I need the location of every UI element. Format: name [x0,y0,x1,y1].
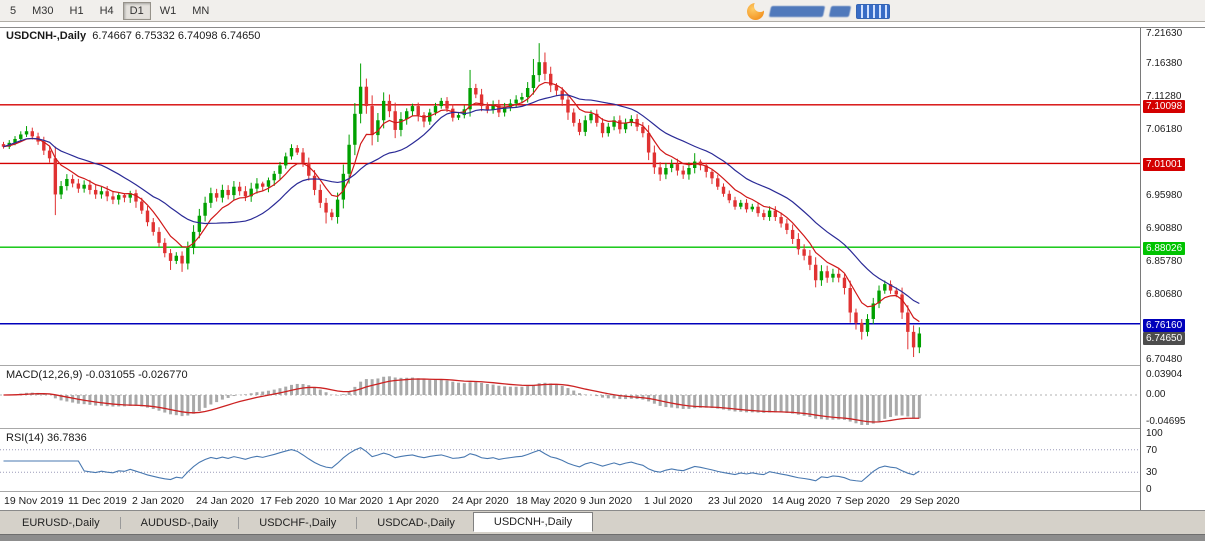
period-button-h4[interactable]: H4 [93,2,121,20]
price-tick-label: 7.21630 [1146,28,1183,39]
date-label: 9 Jun 2020 [580,495,632,507]
period-button-w1[interactable]: W1 [153,2,184,20]
divider-line [0,27,1205,28]
logo-wordmark [768,5,826,17]
divider-line [0,510,1205,511]
date-label: 23 Jul 2020 [708,495,763,507]
date-label: 7 Sep 2020 [836,495,890,507]
logo-swoosh-icon [747,0,766,20]
date-label: 24 Jan 2020 [196,495,254,507]
divider-line [0,491,1205,492]
bid-price-label: 6.74650 [1143,332,1186,346]
ohlc-values: 6.74667 6.75332 6.74098 6.74650 [92,30,261,42]
time-axis[interactable]: 19 Nov 2019 11 Dec 2019 2 Jan 2020 24 Jan 2… [0,492,1140,510]
timeframe-toolbar: 5 M30 H1 H4 D1 W1 MN [0,0,1205,22]
price-tick-label: 7.11280 [1146,91,1182,103]
level-price-label: 6.88026 [1143,242,1186,256]
period-button-5[interactable]: 5 [3,2,23,20]
tab-usdcnh-daily[interactable]: USDCNH-,Daily [472,511,594,532]
rsi-panel: RSI(14) 36.7836 [0,430,1140,491]
price-tick-label: 7.16380 [1146,58,1183,70]
rsi-axis-label: 30 [1146,467,1158,479]
date-label: 24 Apr 2020 [452,495,509,507]
divider-line [0,365,1205,366]
price-tick-label: 6.85780 [1146,255,1183,267]
macd-axis-label: -0.04695 [1146,416,1186,427]
date-label: 19 Nov 2019 [4,495,64,507]
rsi-axis-label: 100 [1146,428,1163,439]
level-price-label: 6.76160 [1143,318,1186,332]
date-label: 17 Feb 2020 [260,495,319,507]
broker-logo [747,0,890,21]
rsi-canvas[interactable] [0,430,1140,491]
period-button-mn[interactable]: MN [185,2,216,20]
level-price-label: 7.01001 [1143,158,1186,172]
date-label: 14 Aug 2020 [772,495,831,507]
period-button-d1[interactable]: D1 [122,1,151,20]
logo-badge [856,3,890,19]
status-strip [0,534,1205,541]
date-label: 2 Jan 2020 [132,495,184,507]
date-label: 1 Apr 2020 [388,495,439,507]
rsi-label: RSI(14) 36.7836 [6,432,87,444]
period-button-h1[interactable]: H1 [63,2,91,20]
rsi-axis-label: 0 [1146,484,1152,495]
date-label: 18 May 2020 [516,495,577,507]
date-label: 1 Jul 2020 [644,495,693,507]
price-tick-label: 6.90880 [1146,222,1183,234]
divider-line [0,428,1205,429]
macd-canvas[interactable] [0,367,1140,428]
rsi-axis-label: 70 [1146,444,1158,456]
price-tick-label: 6.80680 [1146,288,1183,300]
logo-wordmark [828,5,852,17]
tab-usdchf-daily[interactable]: USDCHF-,Daily [259,516,337,529]
main-chart-canvas[interactable] [0,28,1140,365]
tab-audusd-daily[interactable]: AUDUSD-,Daily [140,516,219,529]
tab-divider [356,516,358,529]
date-label: 11 Dec 2019 [68,495,127,507]
macd-axis-label: 0.03904 [1146,369,1183,380]
date-label: 10 Mar 2020 [324,495,383,507]
price-axis[interactable]: 7.21630 7.16380 7.11280 7.06180 6.95980 6.908… [1140,28,1205,510]
chart-header: USDCNH-,Daily 6.74667 6.75332 6.74098 6.… [6,30,260,42]
symbol-title: USDCNH-,Daily [6,30,87,42]
main-chart-panel: USDCNH-,Daily 6.74667 6.75332 6.74098 6.… [0,28,1140,365]
macd-panel: MACD(12,26,9) -0.031055 -0.026770 [0,367,1140,428]
level-price-label: 7.10098 [1143,99,1186,113]
period-buttons: 5 M30 H1 H4 D1 W1 MN [3,1,216,20]
macd-axis-label: 0.00 [1146,389,1166,400]
price-tick-label: 6.95980 [1146,189,1183,201]
macd-label: MACD(12,26,9) -0.031055 -0.026770 [6,369,188,381]
tab-usdcad-daily[interactable]: USDCAD-,Daily [377,516,455,529]
price-tick-label: 6.70480 [1146,354,1183,366]
date-label: 29 Sep 2020 [900,495,960,507]
price-tick-label: 7.06180 [1146,124,1183,136]
chart-tabs-bar: EURUSD-,Daily AUDUSD-,Daily USDCHF-,Daily U… [0,511,1205,534]
period-button-m30[interactable]: M30 [25,2,60,20]
tab-divider [238,516,240,529]
tab-eurusd-daily[interactable]: EURUSD-,Daily [22,516,100,529]
tab-divider [119,516,121,529]
